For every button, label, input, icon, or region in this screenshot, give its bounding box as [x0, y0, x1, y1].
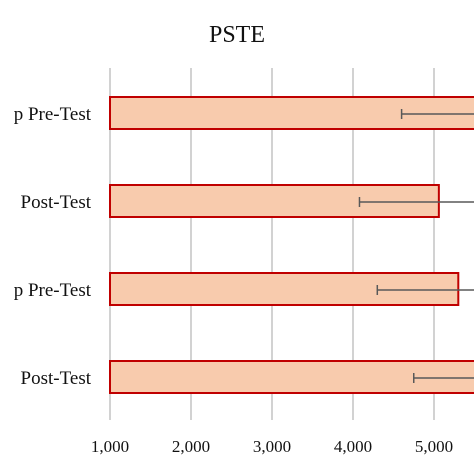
error-bars — [358, 109, 474, 383]
category-label: Post-Test — [21, 192, 92, 213]
x-tick-label: 5,000 — [415, 437, 453, 456]
x-tick-labels: 1,000 2,000 3,000 4,000 5,000 — [91, 437, 453, 456]
category-label: Post-Test — [21, 368, 92, 389]
x-tick-label: 2,000 — [172, 437, 210, 456]
chart-title: PSTE — [209, 22, 265, 48]
bars — [109, 96, 474, 394]
category-label: p Pre-Test — [14, 104, 92, 125]
bar — [109, 184, 440, 218]
category-label: p Pre-Test — [14, 280, 92, 301]
x-tick-label: 4,000 — [334, 437, 372, 456]
category-labels: p Pre-Test Post-Test p Pre-Test Post-Test — [14, 104, 92, 389]
bar — [109, 360, 474, 394]
x-tick-label: 1,000 — [91, 437, 129, 456]
bar — [109, 96, 474, 130]
bar — [109, 272, 460, 306]
x-tick-label: 3,000 — [253, 437, 291, 456]
